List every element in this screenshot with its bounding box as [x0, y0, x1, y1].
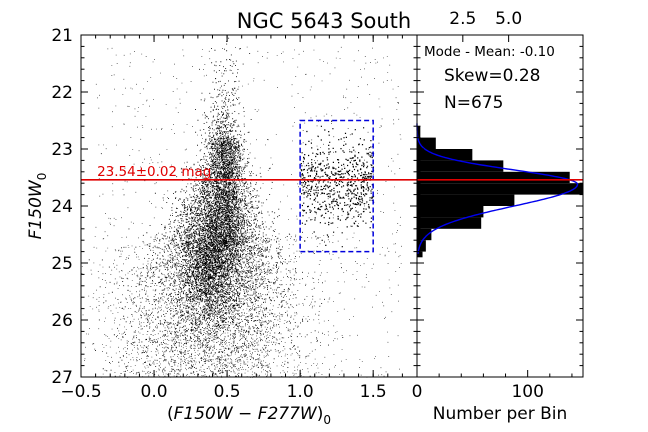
- histogram-bars: [417, 126, 583, 258]
- cmd-x-axis-label: (F150W − F277W)0: [167, 404, 331, 427]
- cmd-x-tick-label: 1.0: [287, 382, 314, 402]
- histogram-bar: [417, 251, 423, 258]
- hist-x-axis-label: Number per Bin: [433, 404, 568, 424]
- histogram-bar: [417, 149, 473, 161]
- cmd-y-tick-label: 24: [51, 197, 73, 217]
- hist-top-tick-label: 5.0: [495, 9, 522, 29]
- cmd-y-tick-label: 21: [51, 26, 73, 46]
- hist-y-ticks: [417, 34, 583, 378]
- cmd-y-axis-label: F150W0: [26, 173, 49, 240]
- cmd-y-tick-label: 27: [51, 368, 73, 388]
- cmd-y-tick-label: 26: [51, 311, 73, 331]
- fit-curve: [416, 123, 579, 255]
- histogram-bar: [417, 183, 583, 195]
- histogram-bar: [417, 206, 484, 218]
- cmd-y-tick-label: 25: [51, 254, 73, 274]
- histogram-bar: [417, 194, 515, 206]
- mode-mean-annotation: Mode - Mean: -0.10: [424, 44, 555, 60]
- histogram-bar: [417, 137, 436, 149]
- cmd-x-tick-label: 0.5: [214, 382, 241, 402]
- trgb-label: 23.54±0.02 mag: [97, 164, 211, 180]
- cmd-point-cloud: [81, 37, 402, 378]
- cmd-x-ticks: −0.5 0.0 0.5 1.0 1.5: [60, 35, 403, 402]
- histogram-bar: [417, 240, 426, 252]
- hist-top-tick-label: 2.5: [449, 9, 476, 29]
- cmd-x-tick-label: 0.0: [141, 382, 168, 402]
- histogram-bar: [417, 160, 504, 172]
- cmd-y-tick-label: 22: [51, 83, 73, 103]
- histogram-panel: 0 100 2.5 5.0 Number per Bin Mode - Mean: …: [412, 9, 584, 424]
- hist-top-ticks: 2.5 5.0: [449, 9, 522, 42]
- cmd-y-ticks: 21 22 23 24 25 26 27: [51, 26, 417, 388]
- histogram-bar: [417, 126, 421, 138]
- cmd-x-tick-label: −0.5: [60, 382, 101, 402]
- cmd-points: [81, 37, 402, 378]
- cmd-x-tick-label: 1.5: [360, 382, 387, 402]
- cmd-panel: NGC 5643 South 23.54±0.02 mag −0.5 0.0 0.5…: [26, 9, 418, 427]
- chart-title: NGC 5643 South: [237, 9, 411, 33]
- skew-annotation: Skew=0.28: [444, 66, 541, 86]
- histogram-bar: [417, 171, 570, 184]
- hist-x-tick-label: 100: [511, 382, 543, 402]
- histogram-bar: [417, 228, 432, 241]
- cmd-y-tick-label: 23: [51, 140, 73, 160]
- hist-x-ticks: 0 100: [412, 370, 573, 402]
- hist-x-tick-label: 0: [412, 382, 423, 402]
- n-annotation: N=675: [444, 93, 503, 113]
- selection-box: [299, 119, 374, 253]
